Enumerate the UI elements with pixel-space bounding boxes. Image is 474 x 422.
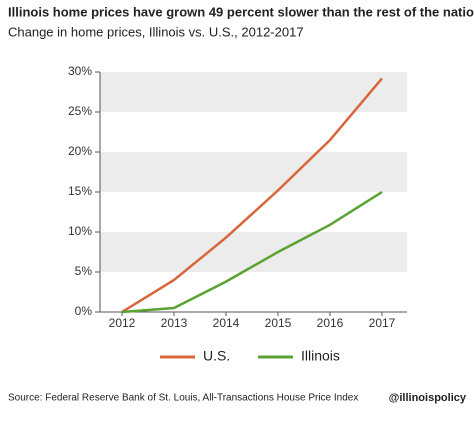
- legend-label: U.S.: [203, 348, 230, 364]
- x-tick-label: 2015: [265, 316, 292, 330]
- y-tick-label: 15%: [68, 184, 92, 198]
- x-tick-label: 2013: [161, 316, 188, 330]
- grid-band: [100, 152, 407, 192]
- y-tick-label: 25%: [68, 104, 92, 118]
- chart-title: Illinois home prices have grown 49 perce…: [8, 4, 474, 19]
- source: Source: Federal Reserve Bank of St. Loui…: [8, 393, 358, 404]
- legend-label: Illinois: [301, 348, 340, 364]
- y-tick-label: 10%: [68, 224, 92, 238]
- chart-subtitle: Change in home prices, Illinois vs. U.S.…: [8, 24, 304, 39]
- y-tick-label: 20%: [68, 144, 92, 158]
- x-tick-label: 2012: [109, 316, 136, 330]
- x-tick-label: 2017: [369, 316, 396, 330]
- y-tick-label: 0%: [75, 304, 93, 318]
- x-tick-label: 2014: [213, 316, 240, 330]
- grid-band: [100, 72, 407, 112]
- y-tick-label: 30%: [68, 64, 92, 78]
- series-line: [121, 77, 383, 314]
- credit: @illinoispolicy: [389, 392, 467, 404]
- series-line: [121, 190, 383, 314]
- x-tick-label: 2016: [317, 316, 344, 330]
- y-tick-label: 5%: [75, 264, 93, 278]
